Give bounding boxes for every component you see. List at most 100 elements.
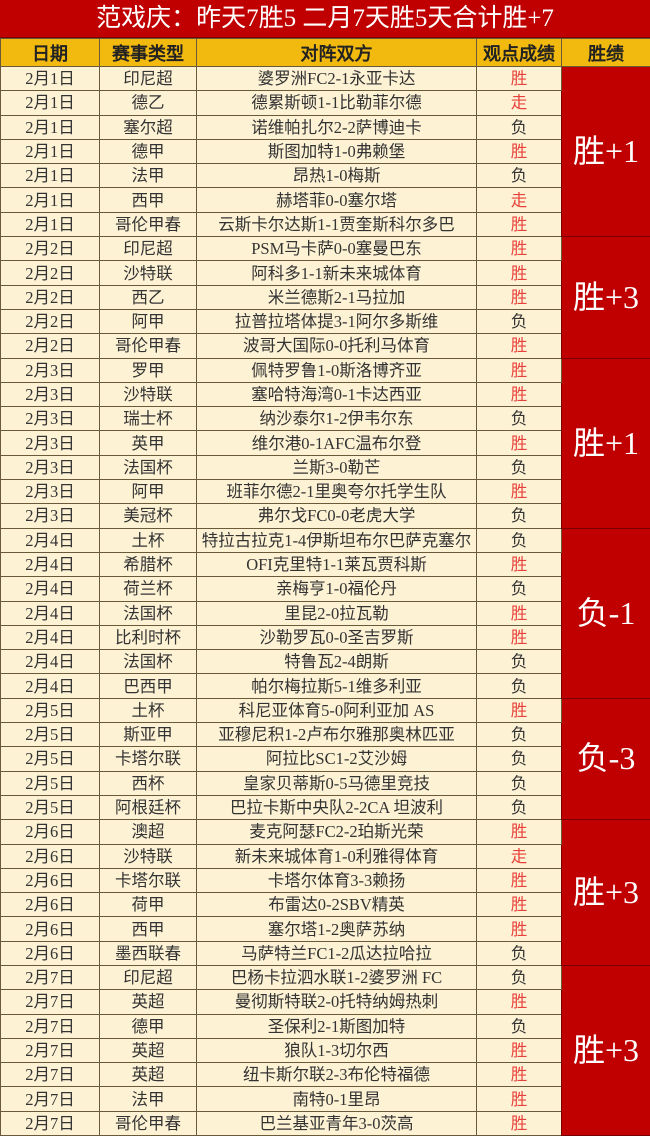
day-score-cell: 负-3 <box>562 698 650 819</box>
match-text: 里昆2-0拉瓦勒 <box>197 602 476 625</box>
date-cell: 2月7日 <box>1 1063 100 1087</box>
match-text: 巴杨卡拉泗水联1-2婆罗洲 FC <box>197 966 476 989</box>
match-text: 波哥大国际0-0托利马体育 <box>197 334 476 357</box>
match-cell: 阿拉比SC1-2艾沙姆 <box>197 747 477 771</box>
day-score-cell: 胜+1 <box>562 67 650 237</box>
match-text: 南特0-1里昂 <box>197 1088 476 1111</box>
match-text: 纳沙泰尔1-2伊韦尔东 <box>197 407 476 430</box>
match-cell: 圣保利2-1斯图加特 <box>197 1014 477 1038</box>
result-cell: 走 <box>477 188 562 212</box>
result-cell: 负 <box>477 941 562 965</box>
match-text: 特拉古拉克1-4伊斯坦布尔巴萨克塞尔 <box>197 529 476 552</box>
league-cell: 法甲 <box>100 1087 197 1111</box>
league-cell: 西乙 <box>100 285 197 309</box>
match-text: 弗尔戈FC0-0老虎大学 <box>197 504 476 527</box>
match-text: 云斯卡尔达斯1-1贾奎斯科尔多巴 <box>197 213 476 236</box>
result-cell: 胜 <box>477 237 562 261</box>
match-text: 米兰德斯2-1马拉加 <box>197 286 476 309</box>
match-cell: 南特0-1里昂 <box>197 1087 477 1111</box>
table-row: 2月2日阿甲拉普拉塔体提3-1阿尔多斯维负 <box>1 309 650 333</box>
table-row: 2月3日沙特联塞哈特海湾0-1卡达西亚胜 <box>1 382 650 406</box>
date-cell: 2月4日 <box>1 601 100 625</box>
league-cell: 荷兰杯 <box>100 577 197 601</box>
result-cell: 负 <box>477 164 562 188</box>
league-cell: 沙特联 <box>100 844 197 868</box>
table-row: 2月3日罗甲佩特罗鲁1-0斯洛博齐亚胜胜+1 <box>1 358 650 382</box>
table-row: 2月3日阿甲班菲尔德2-1里奥夸尔托学生队胜 <box>1 480 650 504</box>
date-cell: 2月5日 <box>1 795 100 819</box>
match-text: 麦克阿瑟FC2-2珀斯光荣 <box>197 820 476 843</box>
league-cell: 阿根廷杯 <box>100 795 197 819</box>
table-row: 2月4日法国杯里昆2-0拉瓦勒胜 <box>1 601 650 625</box>
result-cell: 负 <box>477 528 562 552</box>
date-cell: 2月1日 <box>1 164 100 188</box>
match-text: PSM马卡萨0-0塞曼巴东 <box>197 237 476 260</box>
table-row: 2月1日印尼超婆罗洲FC2-1永亚卡达胜胜+1 <box>1 67 650 91</box>
league-cell: 瑞士杯 <box>100 407 197 431</box>
result-cell: 胜 <box>477 382 562 406</box>
date-cell: 2月4日 <box>1 577 100 601</box>
match-cell: 纳沙泰尔1-2伊韦尔东 <box>197 407 477 431</box>
league-cell: 英超 <box>100 1063 197 1087</box>
league-cell: 法国杯 <box>100 601 197 625</box>
match-text: 塞哈特海湾0-1卡达西亚 <box>197 383 476 406</box>
match-cell: 卡塔尔体育3-3赖扬 <box>197 868 477 892</box>
result-cell: 负 <box>477 771 562 795</box>
league-cell: 印尼超 <box>100 237 197 261</box>
date-cell: 2月3日 <box>1 455 100 479</box>
match-text: 昂热1-0梅斯 <box>197 164 476 187</box>
table-row: 2月4日荷兰杯亲梅亨1-0福伦丹负 <box>1 577 650 601</box>
table-row: 2月1日西甲赫塔菲0-0塞尔塔走 <box>1 188 650 212</box>
result-cell: 胜 <box>477 820 562 844</box>
match-text: 诺维帕扎尔2-2萨博迪卡 <box>197 116 476 139</box>
result-cell: 负 <box>477 747 562 771</box>
date-cell: 2月5日 <box>1 771 100 795</box>
result-cell: 胜 <box>477 868 562 892</box>
table-row: 2月5日阿根廷杯巴拉卡斯中央队2-2CA 坦波利负 <box>1 795 650 819</box>
match-cell: 班菲尔德2-1里奥夸尔托学生队 <box>197 480 477 504</box>
league-cell: 墨西联春 <box>100 941 197 965</box>
match-cell: 米兰德斯2-1马拉加 <box>197 285 477 309</box>
league-cell: 罗甲 <box>100 358 197 382</box>
match-text: 阿拉比SC1-2艾沙姆 <box>197 747 476 770</box>
match-cell: 巴杨卡拉泗水联1-2婆罗洲 FC <box>197 965 477 989</box>
date-cell: 2月6日 <box>1 868 100 892</box>
league-cell: 沙特联 <box>100 261 197 285</box>
match-text: 皇家贝蒂斯0-5马德里竞技 <box>197 772 476 795</box>
league-cell: 西甲 <box>100 917 197 941</box>
league-cell: 印尼超 <box>100 965 197 989</box>
table-row: 2月3日美冠杯弗尔戈FC0-0老虎大学负 <box>1 504 650 528</box>
match-text: 曼彻斯特联2-0托特纳姆热刺 <box>197 990 476 1013</box>
result-cell: 胜 <box>477 431 562 455</box>
day-score-cell: 胜+1 <box>562 358 650 528</box>
match-cell: 佩特罗鲁1-0斯洛博齐亚 <box>197 358 477 382</box>
match-text: 圣保利2-1斯图加特 <box>197 1015 476 1038</box>
match-cell: 拉普拉塔体提3-1阿尔多斯维 <box>197 309 477 333</box>
match-cell: 特拉古拉克1-4伊斯坦布尔巴萨克塞尔 <box>197 528 477 552</box>
match-text: 塞尔塔1-2奥萨苏纳 <box>197 918 476 941</box>
table-row: 2月6日荷甲布雷达0-2SBV精英胜 <box>1 893 650 917</box>
match-cell: 赫塔菲0-0塞尔塔 <box>197 188 477 212</box>
league-cell: 卡塔尔联 <box>100 747 197 771</box>
table-row: 2月4日巴西甲帕尔梅拉斯5-1维多利亚负 <box>1 674 650 698</box>
league-cell: 荷甲 <box>100 893 197 917</box>
date-cell: 2月6日 <box>1 917 100 941</box>
date-cell: 2月1日 <box>1 91 100 115</box>
league-cell: 英超 <box>100 1038 197 1062</box>
match-cell: 诺维帕扎尔2-2萨博迪卡 <box>197 115 477 139</box>
match-cell: 狼队1-3切尔西 <box>197 1038 477 1062</box>
result-cell: 胜 <box>477 893 562 917</box>
match-text: 沙勒罗瓦0-0圣吉罗斯 <box>197 626 476 649</box>
result-cell: 胜 <box>477 334 562 358</box>
result-cell: 负 <box>477 577 562 601</box>
result-cell: 胜 <box>477 139 562 163</box>
match-text: 维尔港0-1AFC温布尔登 <box>197 432 476 455</box>
date-cell: 2月7日 <box>1 1038 100 1062</box>
league-cell: 土杯 <box>100 528 197 552</box>
result-cell: 胜 <box>477 917 562 941</box>
match-text: 亲梅亨1-0福伦丹 <box>197 577 476 600</box>
match-cell: 阿科多1-1新未来城体育 <box>197 261 477 285</box>
result-cell: 胜 <box>477 212 562 236</box>
match-text: 帕尔梅拉斯5-1维多利亚 <box>197 675 476 698</box>
date-cell: 2月1日 <box>1 212 100 236</box>
